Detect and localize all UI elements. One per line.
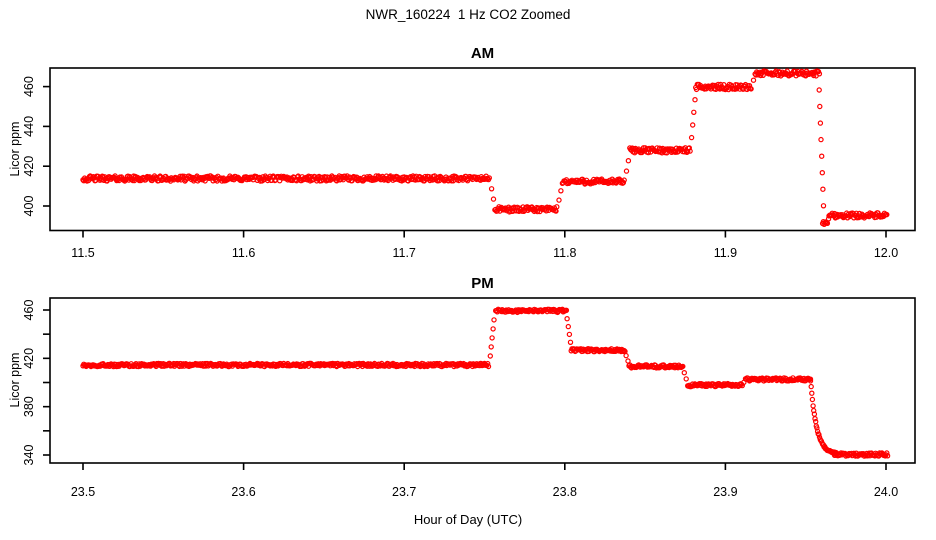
x-tick-label: 23.5 bbox=[71, 485, 95, 499]
x-tick-label: 23.7 bbox=[392, 485, 416, 499]
y-tick-label: 420 bbox=[22, 348, 36, 369]
x-tick-label: 12.0 bbox=[874, 246, 898, 260]
panel-am: 11.5 11.6 11.7 11.8 11.9 12.0 400 420 440 460 bbox=[22, 67, 916, 260]
y-tick-label: 440 bbox=[22, 116, 36, 137]
data-points-pm bbox=[80, 306, 891, 459]
y-tick-label: 400 bbox=[22, 196, 36, 217]
x-axis-label: Hour of Day (UTC) bbox=[413, 512, 523, 527]
x-tick-label: 11.5 bbox=[71, 246, 94, 260]
x-tick-label: 24.0 bbox=[874, 485, 898, 499]
plot-box bbox=[49, 67, 916, 232]
panel-title-pm: PM bbox=[471, 275, 494, 292]
y-tick-label: 340 bbox=[22, 445, 36, 466]
x-tick-label: 23.9 bbox=[713, 485, 737, 499]
figure-title: NWR_160224 1 Hz CO2 Zoomed bbox=[365, 7, 571, 22]
data-points-am bbox=[80, 68, 890, 227]
y-tick-label: 460 bbox=[22, 300, 36, 321]
x-tick-label: 11.7 bbox=[392, 246, 415, 260]
plot-box bbox=[49, 297, 916, 464]
x-tick-label: 23.8 bbox=[553, 485, 577, 499]
x-tick-label: 23.6 bbox=[231, 485, 255, 499]
x-tick-label: 11.9 bbox=[714, 246, 737, 260]
panel-title-am: AM bbox=[470, 45, 495, 62]
x-tick-label: 11.6 bbox=[232, 246, 255, 260]
y-tick-label: 460 bbox=[22, 76, 36, 97]
x-tick-label: 11.8 bbox=[553, 246, 576, 260]
y-tick-label: 380 bbox=[22, 396, 36, 417]
panel-pm: 23.5 23.6 23.7 23.8 23.9 24.0 340 380 420 460 bbox=[22, 297, 916, 499]
y-tick-label: 420 bbox=[22, 156, 36, 177]
